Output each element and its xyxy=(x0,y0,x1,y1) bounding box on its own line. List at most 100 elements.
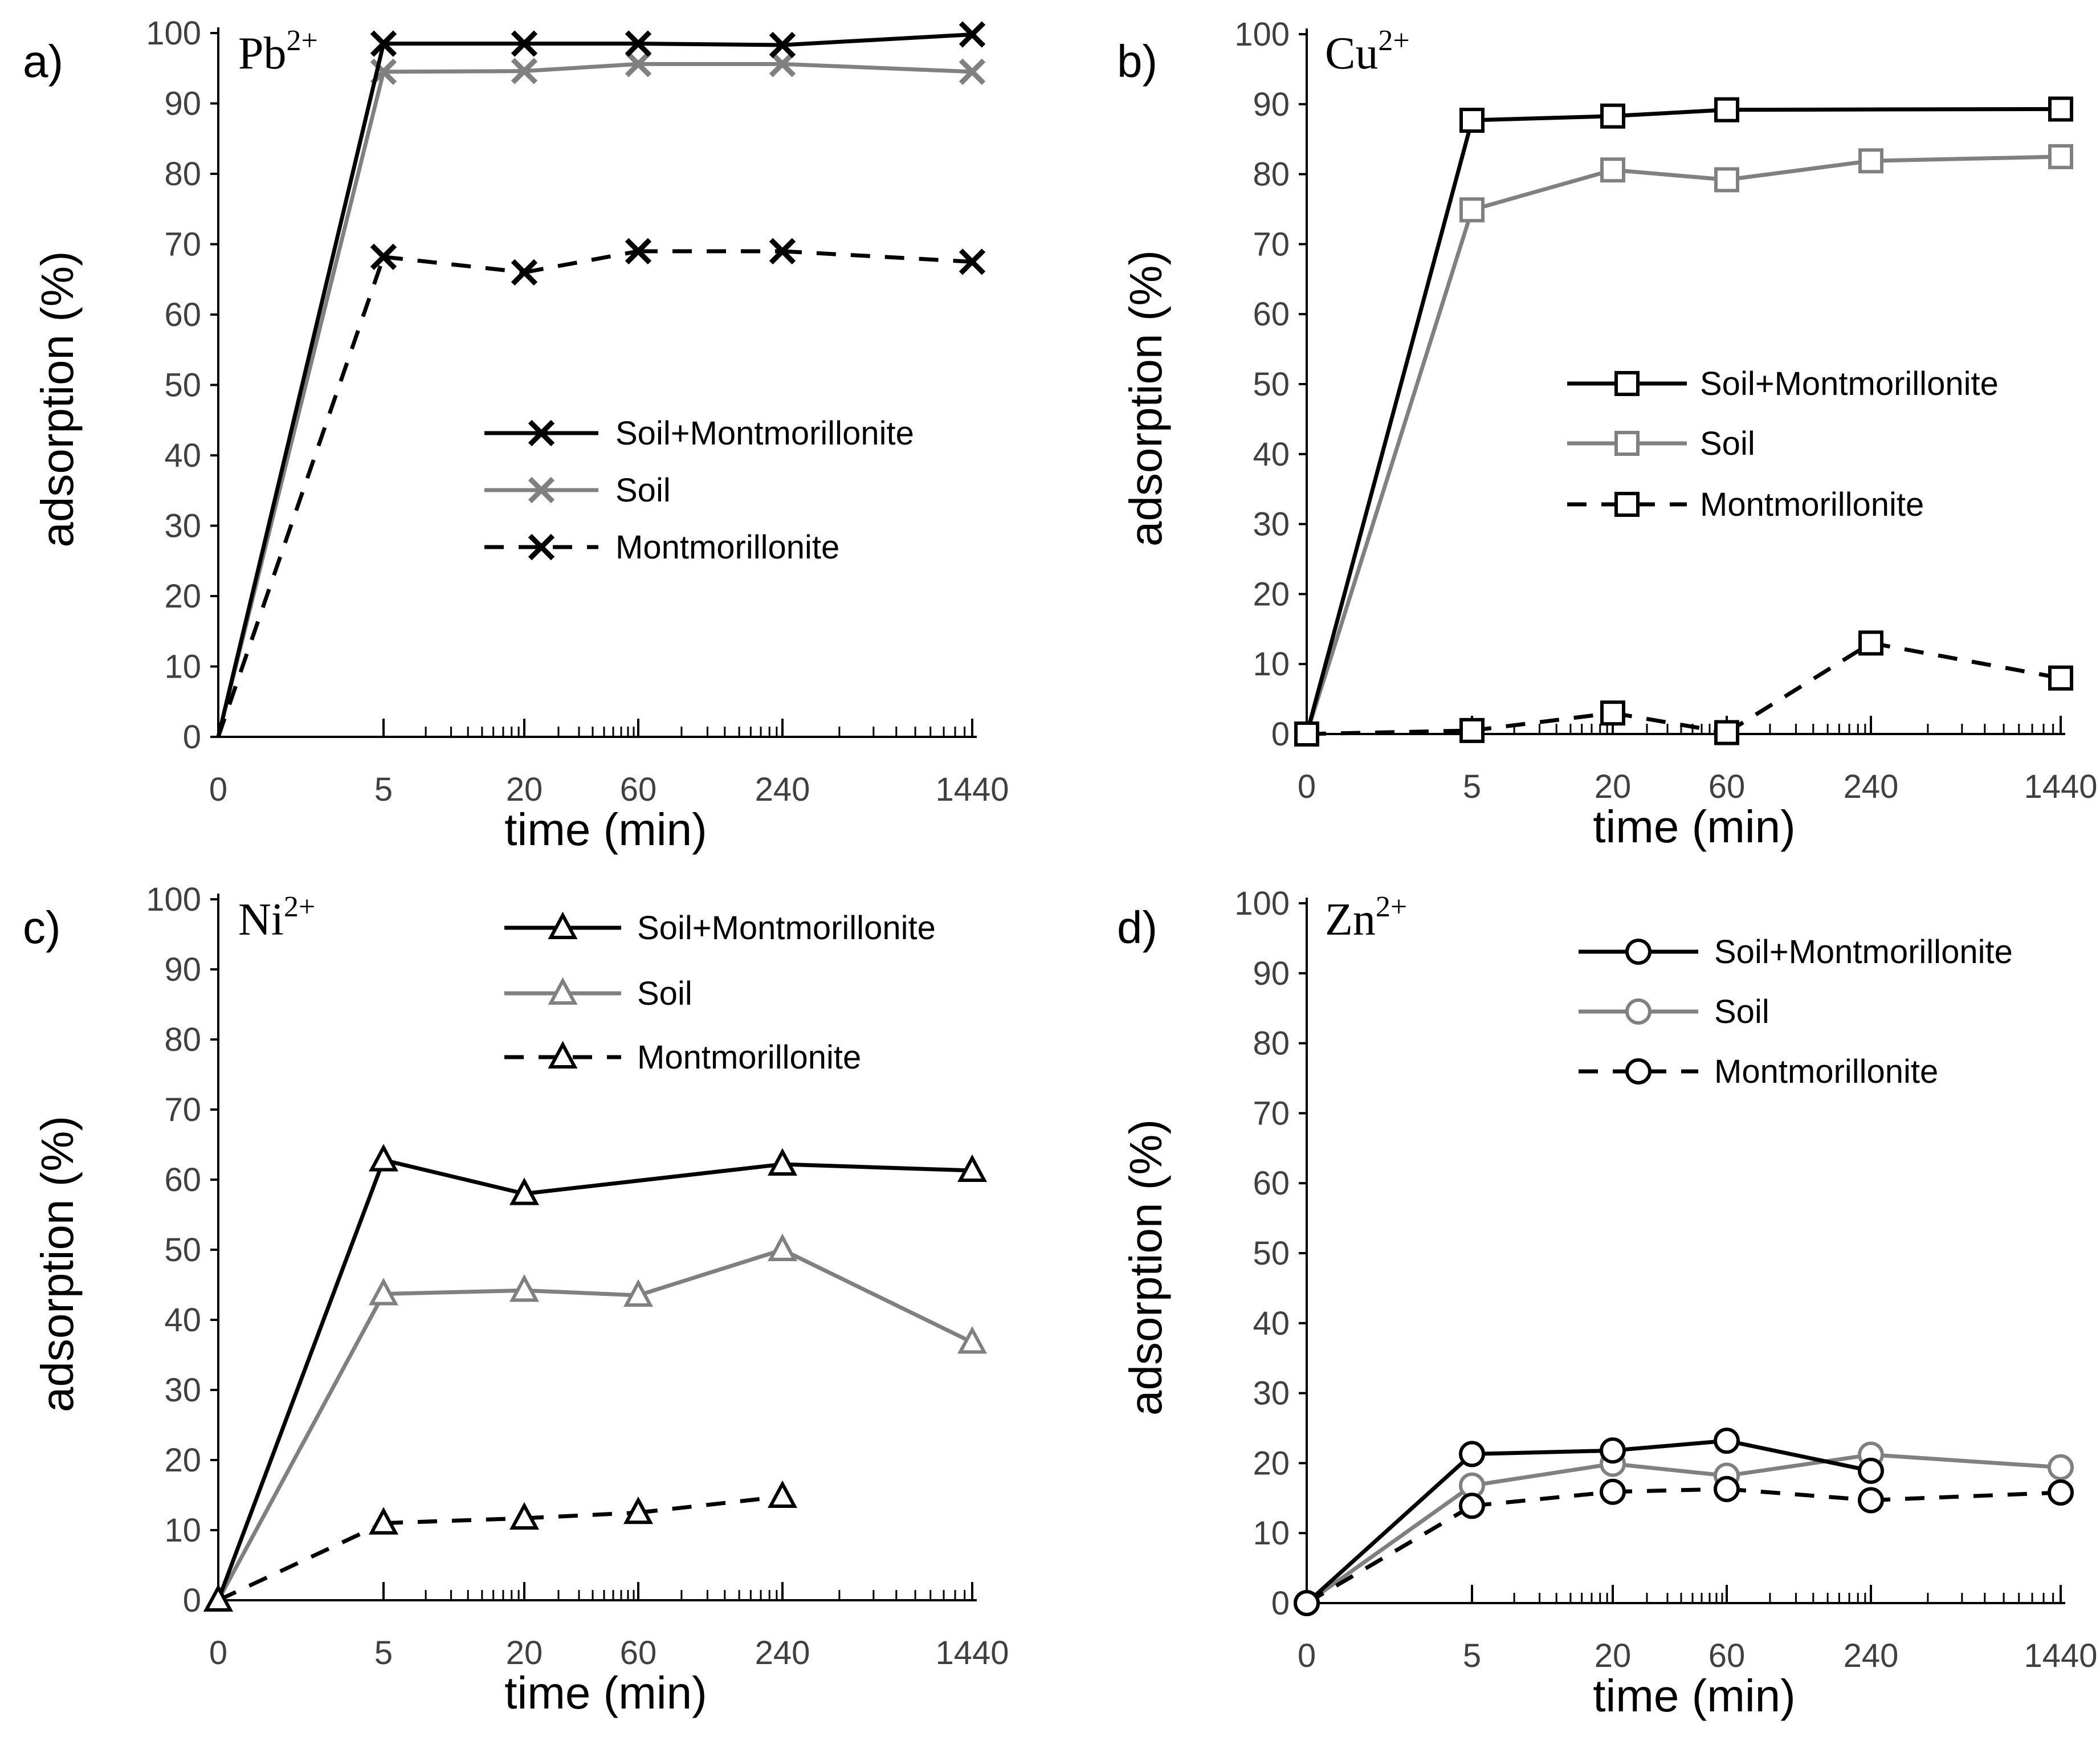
y-tick-label: 20 xyxy=(1253,1445,1290,1482)
y-tick-label: 20 xyxy=(164,1442,201,1479)
y-tick-label: 0 xyxy=(1271,716,1290,753)
ion-charge: 2+ xyxy=(1376,891,1407,923)
legend-label: Montmorillonite xyxy=(637,1039,861,1076)
series-segment xyxy=(1471,711,1613,733)
ion-label: Pb2+ xyxy=(238,25,318,79)
series-montmorillonite xyxy=(216,238,986,738)
legend-item: Montmorillonite xyxy=(1579,1053,1938,1090)
series-segment xyxy=(383,1158,525,1196)
ion-charge: 2+ xyxy=(287,25,318,57)
series-montmorillonite xyxy=(1294,630,2073,747)
data-point xyxy=(767,1233,798,1261)
data-point xyxy=(625,30,652,57)
series-segment xyxy=(1471,1462,1613,1488)
x-tick-label: 240 xyxy=(755,1634,810,1671)
y-tick-label: 40 xyxy=(164,1302,201,1339)
y-tick-label: 60 xyxy=(164,296,201,333)
data-point xyxy=(509,1177,540,1205)
series-montmorillonite xyxy=(203,1480,798,1612)
x-tick-label: 240 xyxy=(1844,768,1899,805)
y-tick-label: 30 xyxy=(164,1372,201,1409)
series-segment xyxy=(216,1293,386,1601)
series-segment xyxy=(1726,1438,1871,1473)
legend-label: Soil xyxy=(1714,993,1769,1030)
series-segment xyxy=(217,1521,385,1603)
x-tick-label: 0 xyxy=(1298,1637,1316,1674)
y-tick-label: 40 xyxy=(1253,1305,1290,1342)
y-tick-label: 50 xyxy=(164,367,201,404)
y-tick-label: 80 xyxy=(164,1021,201,1058)
x-tick-label: 1440 xyxy=(2024,768,2097,805)
legend-marker xyxy=(528,533,555,561)
y-tick-label: 80 xyxy=(1253,1025,1290,1062)
data-point xyxy=(769,31,796,59)
data-point xyxy=(623,1279,654,1307)
panel-label: d) xyxy=(1117,902,1157,953)
x-tick-label: 60 xyxy=(620,1634,657,1671)
series-segment xyxy=(1305,1483,1474,1605)
y-tick-label: 70 xyxy=(1253,1095,1290,1132)
legend: Soil+Montmorillonite Soil Montmorillonite xyxy=(1579,933,2013,1090)
x-tick-label: 5 xyxy=(374,771,393,808)
series-segment xyxy=(1726,1453,1871,1478)
y-tick-label: 100 xyxy=(146,881,201,918)
x-tick-label: 240 xyxy=(755,771,810,808)
y-tick-label: 60 xyxy=(164,1161,201,1198)
series-segment xyxy=(1612,1462,1727,1478)
legend-label: Soil+Montmorillonite xyxy=(1700,365,1999,402)
data-point xyxy=(2048,96,2073,122)
series-segment xyxy=(524,62,639,74)
data-point xyxy=(1600,1478,1626,1505)
data-point xyxy=(370,30,397,57)
y-tick-label: 0 xyxy=(1271,1585,1290,1622)
x-tick-label: 0 xyxy=(209,1634,227,1671)
series-segment xyxy=(1471,1490,1613,1508)
legend-item: Montmorillonite xyxy=(1567,486,1924,523)
y-tick-label: 50 xyxy=(1253,366,1290,403)
series-segment xyxy=(638,42,783,47)
x-tick-label: 60 xyxy=(1708,1637,1746,1674)
legend-marker xyxy=(548,977,578,1005)
series-segment xyxy=(1612,108,1727,119)
series-segment xyxy=(1726,158,1871,182)
data-point xyxy=(957,1154,988,1183)
series-montmorillonite xyxy=(1294,1475,2074,1616)
ion-symbol: Zn xyxy=(1325,895,1376,945)
data-point xyxy=(1858,1487,1884,1514)
data-point xyxy=(1858,1457,1884,1484)
y-tick-label: 60 xyxy=(1253,296,1290,333)
series-segment xyxy=(1306,728,1473,736)
data-point xyxy=(959,248,986,275)
y-tick-label: 90 xyxy=(1253,86,1290,123)
legend-label: Soil xyxy=(1700,425,1755,462)
y-tick-label: 30 xyxy=(164,508,201,545)
legend-item: Soil+Montmorillonite xyxy=(504,910,936,947)
data-point xyxy=(370,243,397,270)
data-point xyxy=(1858,630,1883,656)
data-point xyxy=(511,58,538,84)
legend-label: Soil+Montmorillonite xyxy=(1714,933,2013,971)
y-tick-label: 90 xyxy=(164,951,201,988)
series-segment xyxy=(524,1162,783,1196)
x-axis-title: time (min) xyxy=(1593,1670,1796,1721)
series-segment xyxy=(1304,209,1474,735)
series-soil xyxy=(203,1233,988,1612)
data-point xyxy=(959,21,986,48)
data-point xyxy=(509,1274,540,1302)
ion-symbol: Pb xyxy=(238,28,287,79)
data-point xyxy=(959,58,986,85)
data-point xyxy=(1459,1441,1485,1467)
y-axis-title: adsorption (%) xyxy=(1120,1119,1171,1416)
data-point xyxy=(1600,1437,1626,1464)
series-segment xyxy=(1870,1490,2061,1502)
series-segment xyxy=(1870,641,2061,680)
series-soil xyxy=(1294,1441,2074,1616)
legend-item: Soil xyxy=(1579,993,1769,1030)
series-segment xyxy=(1612,711,1727,735)
y-tick-label: 100 xyxy=(1234,16,1290,53)
data-point xyxy=(1600,103,1625,129)
y-tick-label: 0 xyxy=(183,719,201,756)
series-segment xyxy=(524,1510,639,1520)
series-segment xyxy=(216,1159,386,1601)
